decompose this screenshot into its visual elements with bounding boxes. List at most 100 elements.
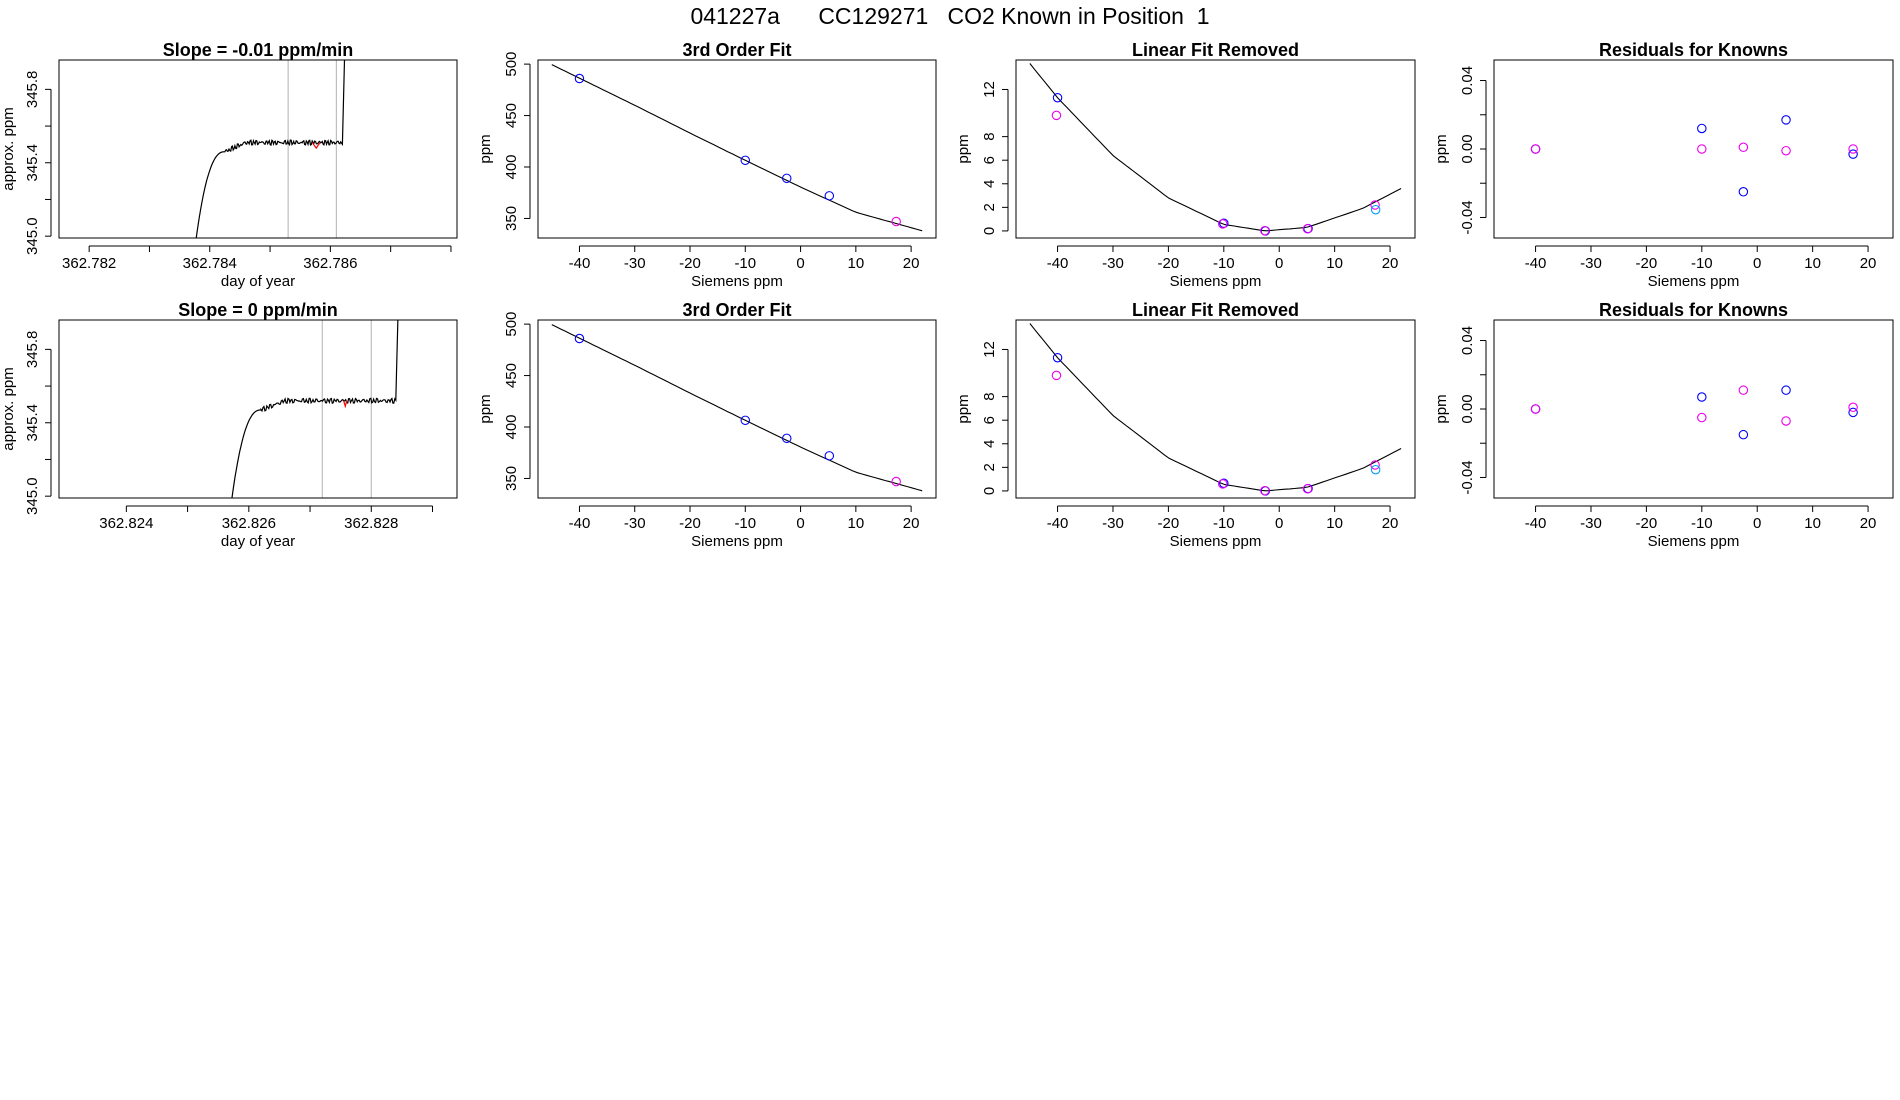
x-tick-label: -30 (624, 515, 646, 532)
x-axis-label: Siemens ppm (1170, 273, 1262, 290)
fit-curve (551, 324, 923, 492)
averaging-segment (311, 142, 321, 150)
x-tick-label: -20 (1636, 255, 1658, 272)
plot-area (1530, 385, 1858, 440)
panel-title: Linear Fit Removed (1132, 300, 1299, 320)
panel-r1-res: Residuals for Knowns -40 -30 -20 -10 0 10 20 Sie… (1433, 40, 1894, 290)
data-point-blue (1738, 187, 1749, 197)
time-series-trace (231, 320, 399, 498)
x-axis-label: Siemens ppm (1170, 533, 1262, 550)
data-point-magenta (1738, 142, 1749, 153)
y-tick-label: 450 (503, 103, 520, 128)
x-tick-label: -30 (1102, 255, 1124, 272)
y-tick-label: 345.4 (24, 144, 41, 182)
plot-area (1029, 323, 1402, 496)
data-point-blue (824, 191, 835, 201)
plot-area (195, 60, 346, 238)
y-tick-label: -0.04 (1459, 200, 1476, 234)
data-point-cyan (1370, 204, 1381, 215)
panel-r2-time: Slope = 0 ppm/min 362.824 362.826 362.828 da… (0, 300, 458, 550)
data-point-blue (1848, 149, 1858, 159)
data-point-magenta (1051, 370, 1062, 381)
x-tick-label: -10 (1213, 515, 1235, 532)
data-point-blue (1781, 115, 1791, 125)
x-tick-label: 0 (796, 255, 804, 272)
y-tick-label: 345.4 (24, 404, 41, 442)
x-tick-label: 10 (1326, 515, 1343, 532)
x-tick-label: -10 (1691, 515, 1713, 532)
y-tick-label: 0.00 (1459, 394, 1476, 423)
x-tick-label: -20 (1158, 255, 1180, 272)
plot-frame (1493, 319, 1894, 499)
y-tick-label: 0.04 (1459, 66, 1476, 95)
y-tick-label: 0 (981, 227, 998, 235)
y-tick-label: 2 (981, 203, 998, 211)
data-point-blue (740, 155, 751, 166)
panel-title: Slope = -0.01 ppm/min (163, 40, 354, 60)
x-tick-label: 0 (1275, 255, 1283, 272)
plot-area (231, 320, 399, 498)
y-tick-label: 4 (981, 180, 998, 188)
x-tick-label: 20 (903, 515, 920, 532)
plot-area (551, 324, 923, 492)
y-tick-label: 500 (503, 52, 520, 77)
panel-title: 3rd Order Fit (682, 300, 791, 320)
x-tick-label: -10 (1691, 255, 1713, 272)
data-point-blue (1052, 352, 1063, 363)
x-tick-label: -30 (1580, 515, 1602, 532)
y-tick-label: 345.8 (24, 331, 41, 369)
data-point-magenta (1370, 460, 1380, 470)
panel-title: Residuals for Knowns (1599, 40, 1788, 60)
y-tick-label: 2 (981, 463, 998, 471)
data-point-magenta (1530, 404, 1541, 414)
data-point-cyan (1370, 464, 1381, 475)
x-tick-label: -30 (1580, 255, 1602, 272)
y-tick-label: 345.8 (24, 71, 41, 109)
data-point-magenta (1260, 485, 1270, 496)
data-point-magenta (1781, 145, 1791, 156)
x-tick-label: 362.828 (344, 515, 398, 532)
x-tick-label: -20 (1636, 515, 1658, 532)
data-point-magenta (1530, 144, 1541, 154)
data-point-magenta (1370, 200, 1380, 210)
fit-curve (1029, 323, 1402, 492)
y-tick-label: 400 (503, 414, 520, 439)
y-tick-label: 350 (503, 206, 520, 231)
data-point-blue (574, 73, 585, 84)
data-point-blue (1738, 429, 1749, 440)
x-tick-label: 0 (1753, 255, 1761, 272)
y-tick-label: 345.0 (24, 217, 41, 255)
x-axis-label: Siemens ppm (1648, 273, 1740, 290)
data-point-magenta (1848, 144, 1858, 154)
x-tick-label: 20 (1860, 255, 1877, 272)
data-point-magenta (1302, 484, 1313, 494)
x-tick-label: 0 (1275, 515, 1283, 532)
x-tick-label: -30 (1102, 515, 1124, 532)
data-point-blue (1697, 392, 1707, 402)
plot-frame (58, 59, 458, 239)
x-tick-label: -20 (679, 515, 701, 532)
x-tick-label: -10 (734, 515, 756, 532)
y-axis-label: ppm (477, 394, 494, 423)
y-axis-label: ppm (1433, 394, 1450, 423)
y-tick-label: 0.04 (1459, 326, 1476, 355)
panel-title: Linear Fit Removed (1132, 40, 1299, 60)
y-tick-label: 6 (981, 416, 998, 424)
data-point-magenta (1848, 402, 1858, 413)
y-axis-label: ppm (477, 134, 494, 163)
data-point-blue (781, 433, 792, 444)
y-tick-label: 8 (981, 392, 998, 400)
data-point-blue (740, 415, 751, 426)
panel-r1-time: Slope = -0.01 ppm/min 362.782 362.784 362.7… (0, 40, 458, 290)
data-point-magenta (1217, 219, 1228, 229)
x-tick-label: 10 (848, 255, 865, 272)
x-tick-label: -30 (624, 255, 646, 272)
y-axis-label: ppm (955, 394, 972, 423)
x-axis-label: Siemens ppm (691, 533, 783, 550)
y-tick-label: -0.04 (1459, 460, 1476, 494)
x-tick-label: 20 (1382, 255, 1399, 272)
y-tick-label: 6 (981, 156, 998, 164)
data-point-blue (1848, 407, 1858, 418)
averaging-segment (343, 400, 348, 409)
